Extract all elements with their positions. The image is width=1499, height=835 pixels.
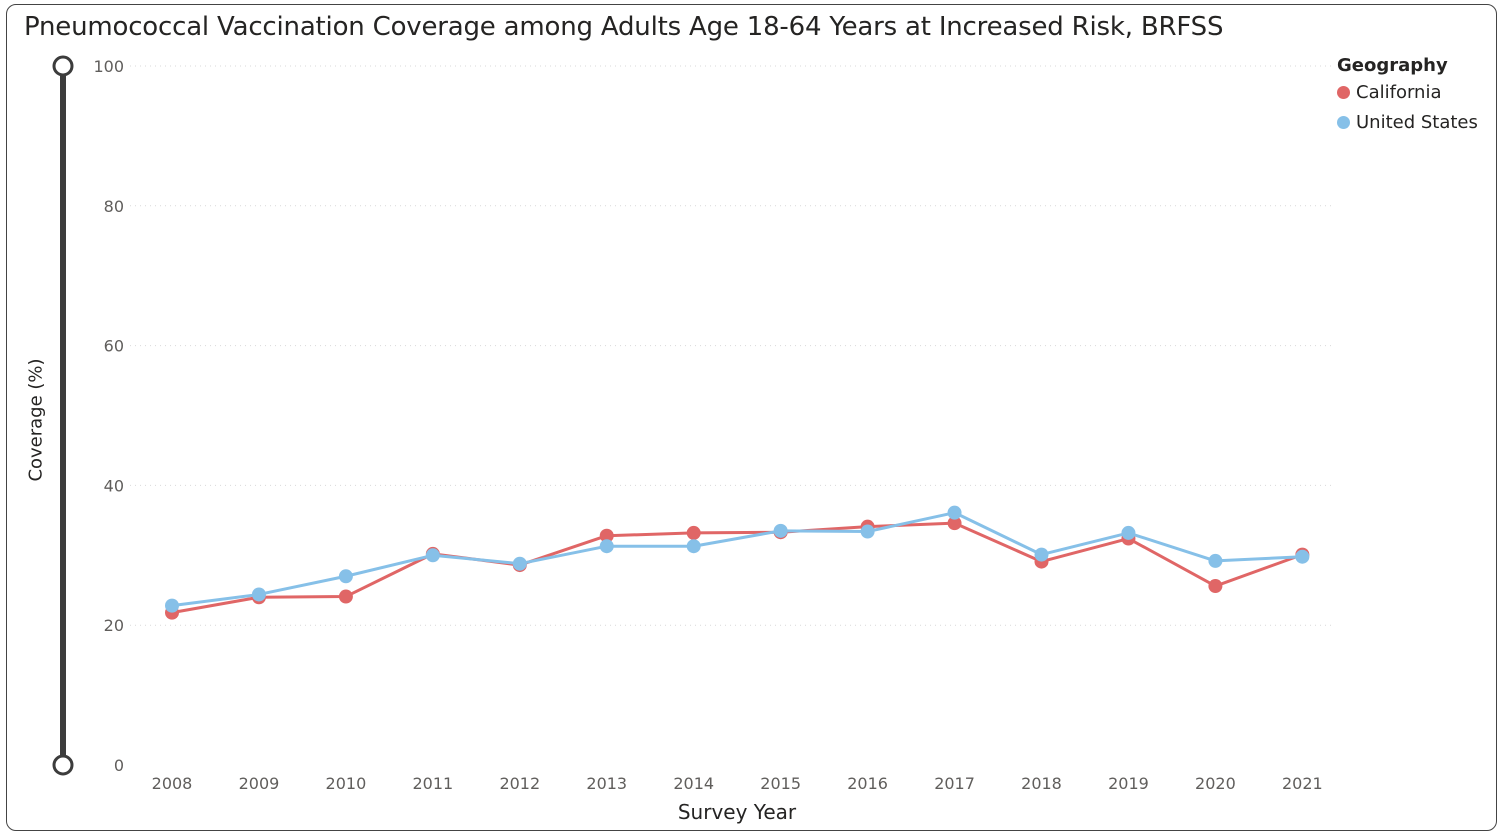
data-point-united-states-2021[interactable]: [1295, 549, 1310, 564]
x-tick-label-2015: 2015: [760, 774, 801, 793]
x-tick-label-2012: 2012: [499, 774, 540, 793]
chart-title: Pneumococcal Vaccination Coverage among …: [24, 12, 1224, 42]
y-tick-label-100: 100: [93, 57, 124, 76]
x-tick-label-2014: 2014: [673, 774, 714, 793]
x-tick-label-2020: 2020: [1195, 774, 1236, 793]
x-tick-label-2021: 2021: [1282, 774, 1323, 793]
x-tick-label-2010: 2010: [326, 774, 367, 793]
series-california: [165, 516, 1310, 620]
data-point-united-states-2011[interactable]: [425, 548, 440, 563]
data-point-united-states-2013[interactable]: [599, 539, 614, 554]
y-tick-label-60: 60: [104, 337, 124, 356]
data-point-united-states-2019[interactable]: [1121, 525, 1136, 540]
x-axis-title: Survey Year: [677, 800, 797, 824]
data-point-united-states-2008[interactable]: [165, 598, 179, 613]
x-tick-label-2018: 2018: [1021, 774, 1062, 793]
data-point-california-2014[interactable]: [686, 525, 701, 540]
data-point-california-2020[interactable]: [1208, 579, 1223, 594]
x-tick-label-2008: 2008: [152, 774, 193, 793]
x-tick-label-2017: 2017: [934, 774, 975, 793]
legend-label-united-states: United States: [1356, 112, 1478, 133]
data-point-united-states-2016[interactable]: [860, 524, 875, 539]
series-united-states: [165, 505, 1310, 613]
united-states-marker-icon: [1337, 116, 1350, 129]
x-tick-label-2019: 2019: [1108, 774, 1149, 793]
y-tick-label-40: 40: [104, 476, 124, 495]
data-point-united-states-2020[interactable]: [1208, 553, 1223, 568]
california-marker-icon: [1337, 86, 1350, 99]
data-point-united-states-2009[interactable]: [251, 587, 266, 602]
y-range-slider-top-handle[interactable]: [52, 55, 74, 77]
legend-label-california: California: [1356, 82, 1442, 103]
data-point-united-states-2010[interactable]: [338, 569, 353, 584]
y-range-slider-bottom-handle[interactable]: [52, 754, 74, 776]
data-point-united-states-2017[interactable]: [947, 505, 962, 520]
data-point-california-2017[interactable]: [947, 516, 962, 531]
y-tick-label-80: 80: [104, 197, 124, 216]
x-tick-label-2013: 2013: [586, 774, 627, 793]
y-tick-label-20: 20: [104, 616, 124, 635]
legend-item-united-states[interactable]: United States: [1337, 112, 1478, 133]
legend-item-california[interactable]: California: [1337, 82, 1478, 103]
series-line-united-states: [171, 511, 1303, 608]
data-point-united-states-2012[interactable]: [512, 556, 527, 571]
data-point-california-2010[interactable]: [338, 589, 353, 604]
data-point-california-2013[interactable]: [599, 528, 614, 543]
chart-frame: [6, 4, 1497, 831]
data-point-united-states-2015[interactable]: [773, 523, 788, 538]
x-tick-label-2009: 2009: [239, 774, 280, 793]
data-point-united-states-2014[interactable]: [686, 539, 701, 554]
data-point-united-states-2018[interactable]: [1034, 547, 1049, 562]
y-tick-label-0: 0: [114, 756, 124, 775]
x-tick-label-2016: 2016: [847, 774, 888, 793]
legend-title: Geography: [1337, 55, 1448, 76]
legend: Geography California United States: [1337, 55, 1478, 142]
series-line-california: [171, 521, 1303, 615]
x-tick-label-2011: 2011: [412, 774, 453, 793]
